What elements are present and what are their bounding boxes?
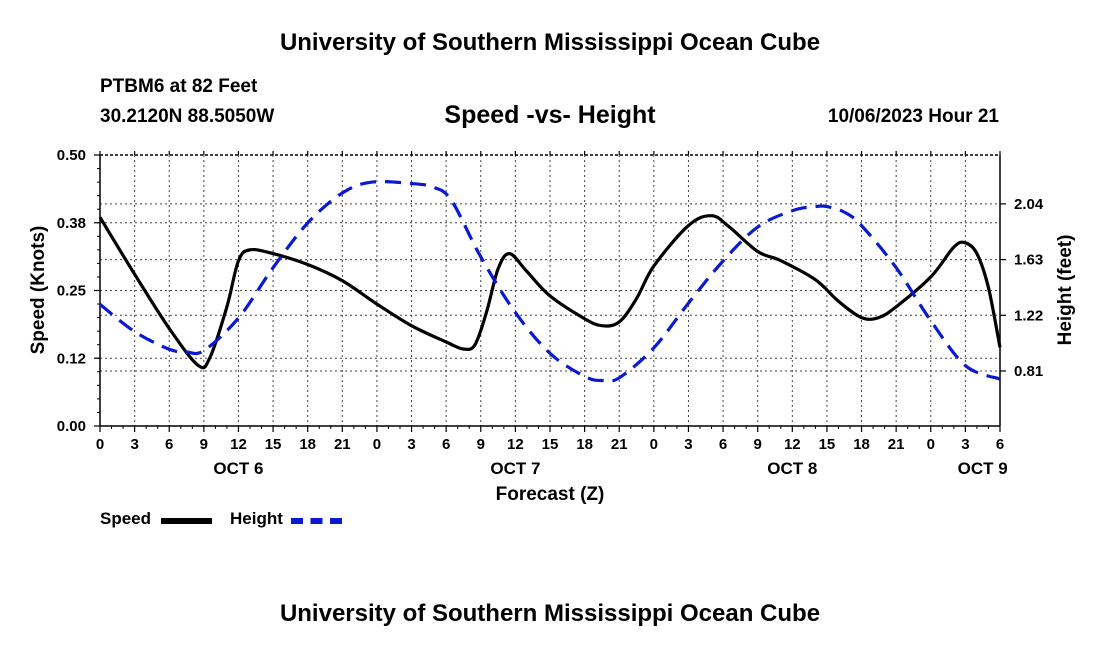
footer-title: University of Southern Mississippi Ocean… — [279, 600, 821, 627]
x-day-label-3: OCT 9 — [958, 459, 1008, 478]
x-tick-label-22: 18 — [853, 436, 870, 453]
x-day-label-0: OCT 6 — [213, 459, 263, 478]
chart-subtitle: Speed -vs- Height — [444, 101, 656, 129]
x-day-label-2: OCT 8 — [767, 459, 817, 478]
x-tick-label-15: 21 — [611, 436, 628, 453]
legend-height-line — [291, 518, 342, 524]
x-tick-label-0: 0 — [96, 436, 104, 453]
x-tick-label-20: 12 — [784, 436, 801, 453]
x-tick-label-23: 21 — [888, 436, 905, 453]
x-tick-label-3: 9 — [200, 436, 208, 453]
station-coordinates: 30.2120N 88.5050W — [100, 106, 275, 127]
legend-speed-line — [161, 518, 212, 524]
x-tick-label-26: 6 — [996, 436, 1004, 453]
x-axis-title: Forecast (Z) — [496, 484, 605, 505]
y-right-tick-label-0: 0.81 — [1014, 363, 1043, 380]
forecast-datetime: 10/06/2023 Hour 21 — [827, 106, 999, 127]
y-left-axis-title: Speed (Knots) — [28, 226, 49, 355]
x-tick-label-18: 6 — [719, 436, 727, 453]
chart-main-title: University of Southern Mississippi Ocean… — [279, 29, 821, 56]
x-tick-label-1: 3 — [130, 436, 138, 453]
y-left-tick-label-3: 0.38 — [57, 215, 86, 232]
x-tick-label-14: 18 — [576, 436, 593, 453]
y-right-axis-title: Height (feet) — [1055, 235, 1076, 346]
x-tick-label-17: 3 — [684, 436, 692, 453]
legend-height-label: Height — [230, 509, 283, 528]
series-line-height — [99, 180, 1001, 383]
y-right-tick-label-1: 1.22 — [1014, 307, 1043, 324]
series-line-speed — [98, 214, 1002, 370]
x-tick-label-19: 9 — [754, 436, 762, 453]
x-tick-label-25: 3 — [961, 436, 969, 453]
x-tick-label-11: 9 — [477, 436, 485, 453]
x-tick-label-13: 15 — [542, 436, 559, 453]
x-tick-label-8: 0 — [373, 436, 381, 453]
x-day-label-1: OCT 7 — [490, 459, 540, 478]
x-tick-label-5: 15 — [265, 436, 282, 453]
y-right-tick-label-3: 2.04 — [1014, 196, 1044, 213]
x-tick-label-10: 6 — [442, 436, 450, 453]
x-tick-label-12: 12 — [507, 436, 524, 453]
x-tick-label-24: 0 — [927, 436, 935, 453]
y-left-tick-label-4: 0.50 — [57, 147, 86, 164]
x-tick-label-7: 21 — [334, 436, 351, 453]
x-tick-label-16: 0 — [650, 436, 658, 453]
y-left-tick-label-0: 0.00 — [57, 418, 86, 435]
x-tick-label-2: 6 — [165, 436, 173, 453]
x-tick-label-9: 3 — [407, 436, 415, 453]
y-right-tick-label-2: 1.63 — [1014, 252, 1043, 269]
x-tick-label-21: 15 — [819, 436, 836, 453]
y-left-tick-label-2: 0.25 — [57, 283, 86, 300]
x-tick-label-6: 18 — [299, 436, 316, 453]
x-tick-label-4: 12 — [230, 436, 247, 453]
legend-speed-label: Speed — [100, 509, 152, 528]
station-name: PTBM6 at 82 Feet — [100, 76, 258, 97]
y-left-tick-label-1: 0.12 — [57, 350, 86, 367]
